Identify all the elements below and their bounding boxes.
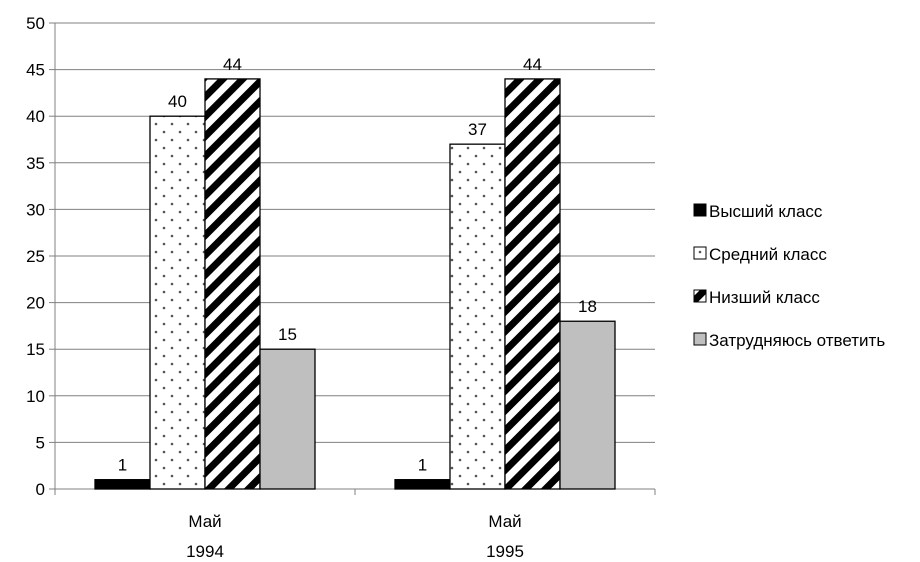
legend-label: Средний класс [709, 245, 827, 264]
y-tick-label: 0 [36, 480, 45, 499]
bar [559, 320, 616, 490]
y-tick-label: 5 [36, 433, 45, 452]
bar [259, 348, 316, 490]
legend-swatch [693, 332, 707, 346]
data-label: 1 [118, 456, 127, 475]
y-tick-label: 35 [26, 154, 45, 173]
data-label: 1 [418, 456, 427, 475]
y-tick-label: 30 [26, 200, 45, 219]
bars [94, 78, 616, 490]
x-category-label: 1995 [486, 542, 524, 561]
x-category-label: Май [188, 512, 221, 531]
legend-swatch [693, 203, 707, 217]
x-category-label: 1994 [186, 542, 224, 561]
y-tick-label: 40 [26, 107, 45, 126]
x-category-label: Май [488, 512, 521, 531]
legend-label: Высший класс [709, 202, 823, 221]
y-tick-label: 20 [26, 294, 45, 313]
bar [504, 78, 561, 490]
legend: Высший класс Средний класс Низший класс Зат… [693, 202, 885, 350]
data-label: 15 [278, 325, 297, 344]
data-labels: 1 40 44 15 1 37 44 18 [118, 55, 597, 475]
legend-label: Затрудняюсь ответить [709, 331, 885, 350]
bar [394, 479, 451, 490]
legend-label: Низший класс [709, 288, 820, 307]
legend-swatch [693, 246, 707, 260]
data-label: 44 [223, 55, 242, 74]
y-tick-label: 50 [26, 14, 45, 33]
data-label: 37 [468, 120, 487, 139]
y-tick-label: 15 [26, 340, 45, 359]
y-tick-label: 45 [26, 61, 45, 80]
data-label: 18 [578, 297, 597, 316]
y-tick-label: 25 [26, 247, 45, 266]
bar [94, 479, 151, 490]
data-label: 40 [168, 92, 187, 111]
bar [149, 115, 206, 490]
bar [204, 78, 261, 490]
data-label: 44 [523, 55, 542, 74]
legend-swatch [693, 289, 707, 303]
bar [449, 143, 506, 490]
y-tick-label: 10 [26, 387, 45, 406]
